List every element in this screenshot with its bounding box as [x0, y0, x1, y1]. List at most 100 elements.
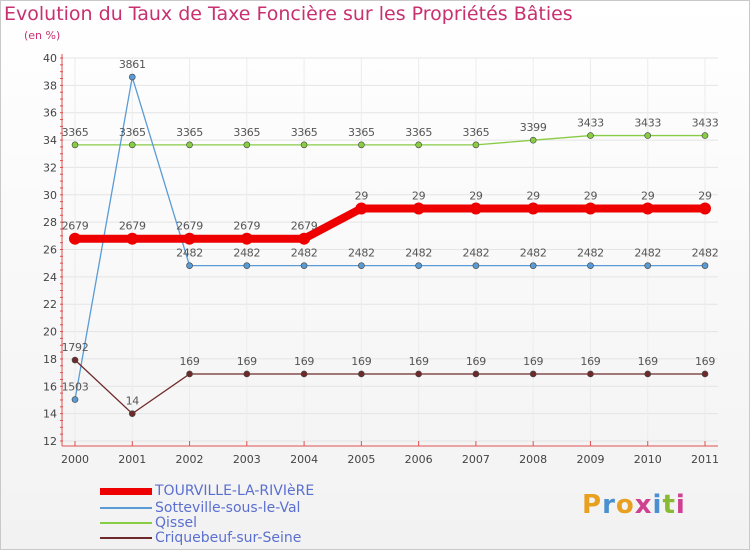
data-point	[472, 141, 480, 149]
data-point	[641, 202, 654, 215]
y-tick-label: 40	[43, 52, 57, 65]
data-label: 29	[526, 189, 540, 202]
legend-item-criquebeuf: Criquebeuf-sur-Seine	[100, 531, 400, 545]
data-point	[701, 132, 709, 139]
data-point	[298, 232, 311, 245]
legend-label-tourville: TOURVILLE-LA-RIVIèRE	[155, 483, 315, 499]
y-tick-label: 22	[43, 298, 57, 311]
x-tick-label: 2001	[118, 453, 146, 466]
data-point	[644, 370, 652, 378]
data-label: 169	[580, 355, 600, 368]
y-tick-label: 38	[43, 79, 57, 92]
data-point	[472, 370, 480, 378]
series-layer	[69, 73, 711, 417]
data-point	[243, 141, 251, 149]
data-point	[128, 410, 136, 417]
data-point	[126, 232, 139, 245]
data-label: 3365	[119, 126, 146, 139]
legend-swatch-sotteville	[100, 507, 152, 509]
data-label: 2482	[291, 247, 318, 260]
data-label: 2482	[405, 247, 432, 260]
y-tick-label: 28	[43, 216, 57, 229]
data-point	[587, 370, 594, 378]
data-point	[71, 396, 79, 403]
y-tick-label: 16	[43, 380, 57, 393]
data-point	[69, 232, 81, 245]
y-tick-label: 14	[43, 408, 57, 421]
data-point	[644, 262, 652, 269]
data-point	[358, 141, 365, 149]
data-label: 2679	[176, 220, 203, 233]
data-label: 29	[355, 189, 369, 202]
y-tick-label: 12	[43, 435, 57, 448]
legend-swatch-tourville	[100, 488, 152, 495]
data-point	[243, 262, 251, 269]
data-label: 3433	[692, 117, 719, 130]
data-label: 169	[294, 355, 314, 368]
data-label: 3365	[405, 126, 432, 139]
chart-title: Evolution du Taux de Taxe Foncière sur l…	[4, 3, 573, 25]
data-label: 2482	[463, 247, 490, 260]
data-label: 2482	[348, 247, 375, 260]
data-point	[240, 232, 253, 245]
data-point	[415, 262, 422, 269]
logo-letter: i	[675, 490, 686, 520]
x-tick-label: 2004	[290, 453, 318, 466]
data-labels-layer: 3365 3365 3365 3365 3365 3365 3365 3365 3399 3433…	[62, 58, 719, 408]
data-point	[587, 262, 594, 269]
data-label: 2482	[634, 247, 661, 260]
data-label: 2679	[291, 220, 318, 233]
data-label: 169	[179, 355, 199, 368]
y-tick-label: 30	[43, 189, 57, 202]
data-label: 2679	[119, 220, 146, 233]
data-label: 2482	[520, 247, 547, 260]
data-point	[358, 370, 365, 378]
line-chart: 12 14 16 18 20 22 24 26 28 30 32 34 36 38 40 2000 2001 20…	[43, 52, 719, 466]
data-point	[71, 141, 79, 149]
logo-letter: P	[582, 490, 603, 520]
data-point	[415, 370, 422, 378]
x-tick-label: 2007	[462, 453, 490, 466]
series-line	[74, 134, 706, 146]
data-label: 169	[523, 355, 543, 368]
series-line	[74, 359, 706, 415]
x-tick-label: 2003	[233, 453, 261, 466]
data-label: 169	[237, 355, 257, 368]
data-label: 3365	[291, 126, 318, 139]
data-label: 2482	[692, 247, 719, 260]
data-label: 3365	[463, 126, 490, 139]
data-point	[186, 141, 193, 149]
legend-swatch-qissel	[100, 522, 152, 524]
logo-letter: o	[615, 490, 635, 520]
proxiti-logo: Proxiti	[582, 490, 686, 520]
data-point	[186, 370, 193, 378]
data-point	[529, 370, 537, 378]
logo-letter: r	[602, 490, 616, 520]
data-label: 3861	[119, 58, 146, 71]
data-label: 3365	[233, 126, 260, 139]
logo-letter: x	[634, 490, 653, 520]
y-tick-label: 36	[43, 107, 57, 120]
data-point	[300, 262, 308, 269]
data-label: 29	[584, 189, 598, 202]
data-label: 169	[351, 355, 371, 368]
data-label: 169	[409, 355, 429, 368]
data-label: 3399	[520, 121, 547, 134]
legend-swatch-criquebeuf	[100, 537, 152, 539]
y-tick-label: 24	[43, 271, 57, 284]
y-tick-label: 18	[43, 353, 57, 366]
x-tick-label: 2008	[519, 453, 547, 466]
data-point	[183, 232, 196, 245]
data-label: 29	[641, 189, 655, 202]
x-tick-label: 2006	[405, 453, 433, 466]
data-label: 169	[466, 355, 486, 368]
data-label: 169	[638, 355, 658, 368]
data-label: 3365	[176, 126, 203, 139]
data-point	[701, 262, 709, 269]
data-point	[128, 73, 136, 81]
data-point	[701, 370, 709, 378]
logo-letter: t	[662, 490, 676, 520]
legend-label-sotteville: Sotteville-sous-le-Val	[155, 500, 301, 516]
data-point	[355, 202, 368, 215]
